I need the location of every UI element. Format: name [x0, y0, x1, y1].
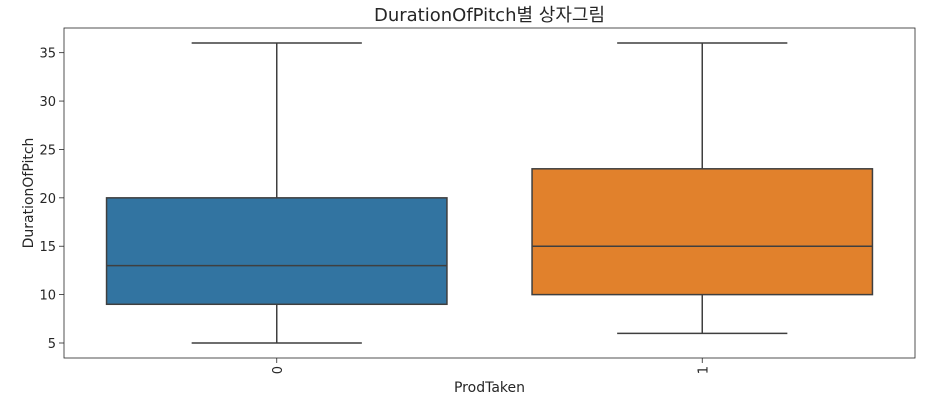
y-tick-label: 15	[39, 240, 56, 255]
y-tick-label: 5	[48, 337, 56, 352]
y-tick-label: 25	[39, 143, 56, 158]
plot-area-frame	[63, 27, 916, 359]
x-axis-label: ProdTaken	[454, 380, 525, 396]
y-tick-label: 30	[39, 95, 56, 110]
y-tick-label: 10	[39, 289, 56, 304]
iqr-box	[531, 168, 874, 296]
y-tick-label: 20	[39, 192, 56, 207]
box-group-1	[531, 42, 874, 335]
y-axis-label: DurationOfPitch	[21, 138, 37, 249]
box-group-0	[105, 42, 448, 344]
x-tick-label: 0	[271, 366, 286, 374]
iqr-box	[105, 197, 448, 306]
chart-title: DurationOfPitch별 상자그림	[374, 5, 605, 26]
y-tick-label: 35	[39, 47, 56, 62]
x-tick-label: 1	[696, 366, 711, 374]
y-axis: 5 10 15 20 25 30 35	[39, 47, 64, 352]
boxes-layer	[105, 42, 874, 344]
